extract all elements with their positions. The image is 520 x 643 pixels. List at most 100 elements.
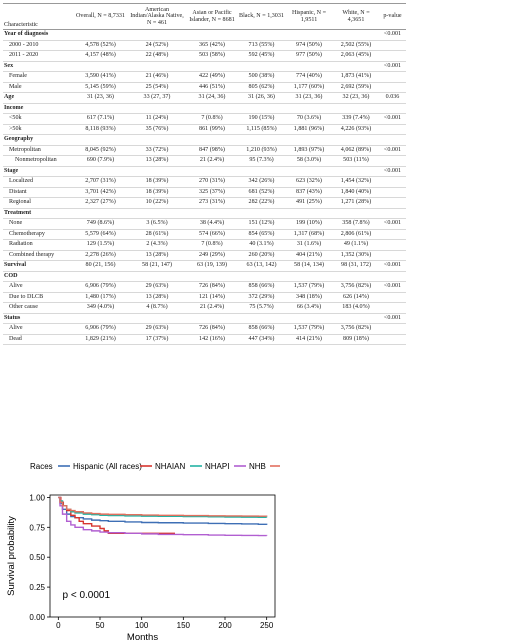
p-value-cell	[379, 323, 406, 335]
x-tick-label: 50	[96, 621, 105, 630]
table-cell: 858 (66%)	[238, 281, 285, 293]
p-value-cell	[379, 250, 406, 261]
p-value-cell: <0.001	[379, 260, 406, 272]
table-cell: 260 (20%)	[238, 250, 285, 261]
table-cell	[73, 208, 128, 219]
table-cell: 75 (5.7%)	[238, 302, 285, 314]
header-api: Asian or Pacific Islander, N = 8681	[186, 3, 238, 30]
row-label: 2000 - 2010	[3, 40, 73, 51]
table-cell: 18 (39%)	[128, 187, 186, 198]
y-tick-label: 0.00	[29, 613, 45, 622]
table-cell	[238, 103, 285, 114]
table-cell: 63 (19, 139)	[186, 260, 238, 272]
table-row: 2011 - 2020 4,157 (48%) 22 (48%) 503 (58%) 5…	[3, 50, 406, 62]
table-cell: 2,502 (55%)	[333, 40, 379, 51]
table-cell: 249 (29%)	[186, 250, 238, 261]
table-cell: 17 (37%)	[128, 334, 186, 345]
table-cell: 40 (3.1%)	[238, 239, 285, 251]
table-cell: 24 (52%)	[128, 40, 186, 51]
table-row: <50k 617 (7.1%) 11 (24%) 7 (0.8%) 190 (15%) 7…	[3, 113, 406, 125]
table-cell: 183 (4.0%)	[333, 302, 379, 314]
table-cell: 617 (7.1%)	[73, 113, 128, 125]
p-value-cell: <0.001	[379, 145, 406, 156]
p-value-cell	[379, 155, 406, 167]
plot-frame	[49, 494, 276, 618]
table-row: Male 5,145 (59%) 25 (54%) 446 (51%) 805 (62%…	[3, 82, 406, 93]
table-cell: 681 (52%)	[238, 187, 285, 198]
table-cell: 199 (10%)	[285, 218, 333, 230]
row-label: Other cause	[3, 302, 73, 314]
y-tick-label: 0.75	[29, 523, 45, 532]
header-white: White, N = 4,3651	[333, 3, 379, 30]
row-label: Year of diagnosis	[3, 29, 73, 41]
row-label: Treatment	[3, 208, 73, 219]
table-cell	[238, 29, 285, 41]
row-label: Due to DLCB	[3, 292, 73, 303]
table-cell: 4,062 (89%)	[333, 145, 379, 156]
p-value-cell	[379, 271, 406, 282]
table-cell: 809 (18%)	[333, 334, 379, 345]
table-row: Treatment	[3, 208, 406, 219]
table-cell: 2,327 (27%)	[73, 197, 128, 209]
row-label: >50k	[3, 124, 73, 135]
table-cell: 726 (84%)	[186, 323, 238, 335]
table-cell: 1,177 (60%)	[285, 82, 333, 93]
table-cell: 861 (99%)	[186, 124, 238, 135]
table-cell: 28 (61%)	[128, 229, 186, 240]
table-cell: 339 (7.4%)	[333, 113, 379, 125]
table-row: Income	[3, 103, 406, 114]
p-value-cell	[379, 103, 406, 114]
table-cell	[333, 271, 379, 282]
table-cell: 49 (1.1%)	[333, 239, 379, 251]
p-value-cell: <0.001	[379, 218, 406, 230]
table-row: Due to DLCB 1,480 (17%) 13 (28%) 121 (14%) 3…	[3, 292, 406, 303]
table-cell: 4,226 (93%)	[333, 124, 379, 135]
table-cell: 10 (22%)	[128, 197, 186, 209]
table-cell	[128, 166, 186, 177]
table-cell: 1,537 (79%)	[285, 323, 333, 335]
table-cell: 1,454 (32%)	[333, 176, 379, 188]
table-cell: 837 (43%)	[285, 187, 333, 198]
table-cell: 5,145 (59%)	[73, 82, 128, 93]
table-cell: 3,590 (41%)	[73, 71, 128, 83]
table-cell: 690 (7.9%)	[73, 155, 128, 167]
table-cell: 805 (62%)	[238, 82, 285, 93]
table-cell: 142 (16%)	[186, 334, 238, 345]
table-cell: 1,881 (96%)	[285, 124, 333, 135]
legend-label: Hispanic (All races)	[73, 462, 142, 471]
table-cell: 8,045 (92%)	[73, 145, 128, 156]
p-value-cell	[379, 176, 406, 188]
p-value-cell	[379, 71, 406, 83]
p-value-cell: 0.036	[379, 92, 406, 104]
table-row: Female 3,590 (41%) 21 (46%) 422 (49%) 500 (3…	[3, 71, 406, 83]
table-cell	[128, 103, 186, 114]
table-cell	[186, 313, 238, 324]
row-label: Status	[3, 313, 73, 324]
table-row: Distant 3,701 (42%) 18 (39%) 325 (37%) 681 (…	[3, 187, 406, 198]
row-label: Stage	[3, 166, 73, 177]
table-row: Dead 1,829 (21%) 17 (37%) 142 (16%) 447 (34%…	[3, 334, 406, 345]
table-cell: 38 (4.4%)	[186, 218, 238, 230]
header-p-value: p-value	[379, 3, 406, 30]
row-label: Dead	[3, 334, 73, 345]
table-cell	[285, 208, 333, 219]
table-cell: 190 (15%)	[238, 113, 285, 125]
table-cell: 4 (8.7%)	[128, 302, 186, 314]
table-cell	[186, 208, 238, 219]
table-cell: 2,278 (26%)	[73, 250, 128, 261]
table-row: Stage <0.001	[3, 166, 406, 177]
table-row: Metropolitan 8,045 (92%) 33 (72%) 847 (98%)…	[3, 145, 406, 156]
p-value-cell	[379, 124, 406, 135]
p-value-cell	[379, 50, 406, 62]
table-row: Localized 2,707 (31%) 18 (39%) 270 (31%) 342…	[3, 176, 406, 188]
table-cell: 503 (11%)	[333, 155, 379, 167]
table-cell	[186, 29, 238, 41]
table-cell: 33 (72%)	[128, 145, 186, 156]
survival-curve-1	[58, 496, 268, 526]
table-cell: 7 (0.8%)	[186, 239, 238, 251]
table-cell: 33 (27, 37)	[128, 92, 186, 104]
table-cell: 1,210 (93%)	[238, 145, 285, 156]
y-tick-label: 1.00	[29, 493, 45, 502]
table-cell	[333, 208, 379, 219]
p-value-cell	[379, 229, 406, 240]
